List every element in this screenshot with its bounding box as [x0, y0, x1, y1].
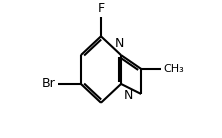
Text: CH₃: CH₃ [164, 64, 184, 74]
Text: F: F [97, 2, 105, 15]
Text: N: N [123, 89, 133, 102]
Text: Br: Br [42, 77, 56, 90]
Text: N: N [115, 37, 125, 50]
